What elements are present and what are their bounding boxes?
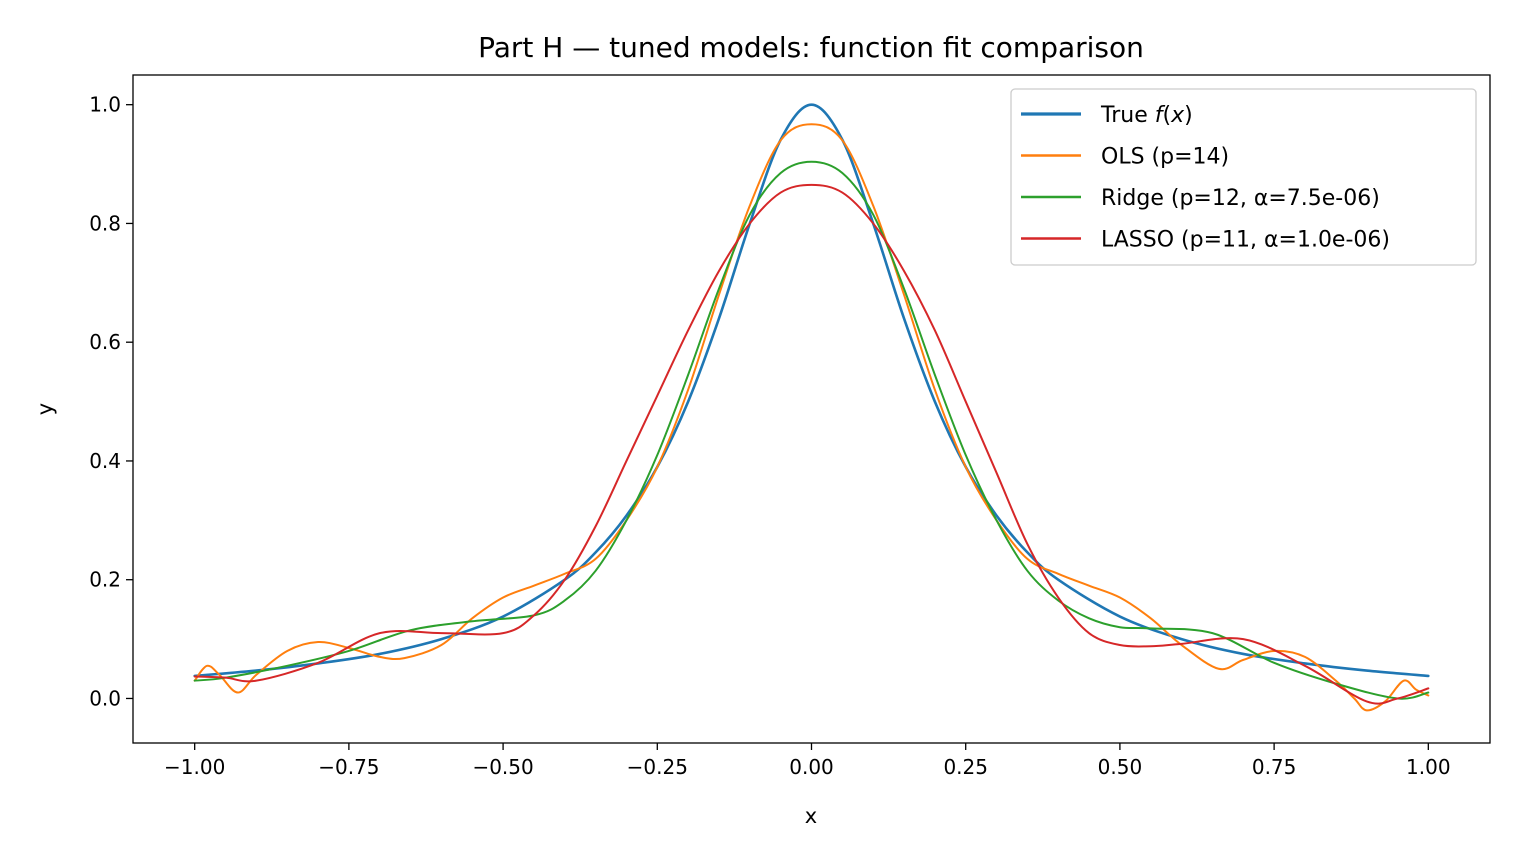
legend-box	[1010, 88, 1477, 266]
x-tick-label: 0.25	[943, 755, 988, 779]
legend: True f(x) OLS (p=14) Ridge (p=12, α=7.5e-0…	[1010, 88, 1477, 266]
y-tick-label: 0.8	[89, 211, 121, 235]
plot-lines	[193, 103, 1430, 712]
x-tick-label: −0.50	[472, 755, 533, 779]
chart-title: Part H — tuned models: function fit comp…	[478, 31, 1144, 64]
y-tick-label: 0.0	[89, 686, 121, 710]
series-line-0	[193, 103, 1430, 678]
series-line-2	[193, 160, 1430, 700]
x-axis-label: x	[805, 804, 817, 828]
x-axis: −1.00 −0.75 −0.50 −0.25 0.00 0.25 0.50 0.75 1.00	[164, 743, 1451, 779]
y-tick-label: 1.0	[89, 93, 121, 117]
x-tick-label: 0.50	[1098, 755, 1143, 779]
series-line-1	[193, 123, 1430, 712]
legend-label-2: Ridge (p=12, α=7.5e-06)	[1101, 186, 1380, 211]
x-tick-label: −0.75	[318, 755, 379, 779]
y-tick-label: 0.4	[89, 449, 121, 473]
y-tick-label: 0.2	[89, 568, 121, 592]
series-line-3	[193, 183, 1430, 705]
legend-label-0: True f(x)	[1100, 103, 1193, 128]
y-axis-label: y	[33, 403, 57, 415]
x-tick-label: −1.00	[164, 755, 225, 779]
legend-label-1: OLS (p=14)	[1101, 145, 1229, 170]
x-tick-label: 0.00	[789, 755, 834, 779]
x-tick-label: 1.00	[1406, 755, 1451, 779]
y-tick-label: 0.6	[89, 330, 121, 354]
x-tick-label: 0.75	[1252, 755, 1297, 779]
y-axis: 0.0 0.2 0.4 0.6 0.8 1.0	[89, 93, 133, 710]
x-tick-label: −0.25	[627, 755, 688, 779]
legend-label-3: LASSO (p=11, α=1.0e-06)	[1101, 228, 1390, 253]
